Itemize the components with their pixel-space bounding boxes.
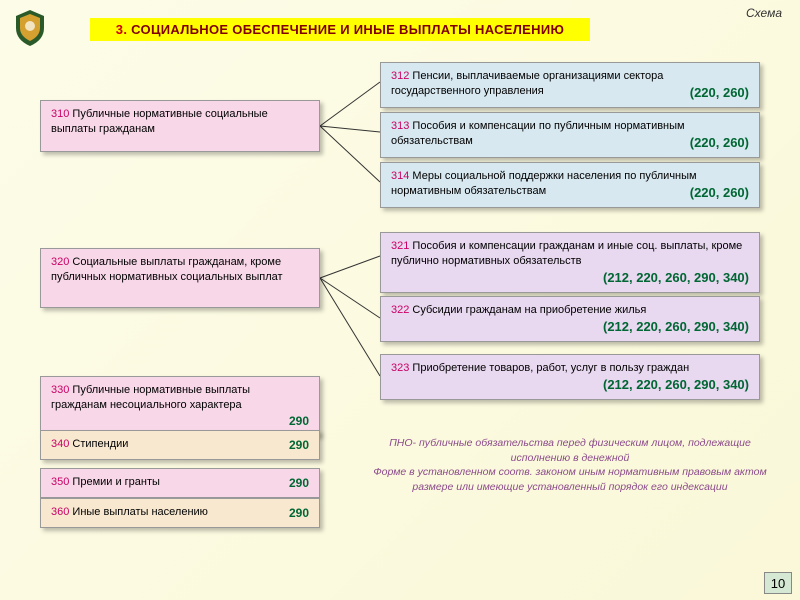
code-360: 360: [51, 506, 69, 518]
box-313: 313 Пособия и компенсации по публичным н…: [380, 112, 760, 158]
section-title: 3. СОЦИАЛЬНОЕ ОБЕСПЕЧЕНИЕ И ИНЫЕ ВЫПЛАТЫ…: [90, 18, 590, 41]
codes-330: 290: [289, 413, 309, 429]
codes-350: 290: [289, 475, 309, 491]
code-340: 340: [51, 438, 69, 450]
text-350: Премии и гранты: [72, 476, 160, 488]
codes-340: 290: [289, 437, 309, 453]
text-322: Субсидии гражданам на приобретение жилья: [412, 304, 646, 316]
title-text: СОЦИАЛЬНОЕ ОБЕСПЕЧЕНИЕ И ИНЫЕ ВЫПЛАТЫ НА…: [131, 22, 564, 37]
code-321: 321: [391, 240, 409, 252]
text-312: Пенсии, выплачиваемые организациями сект…: [391, 70, 663, 97]
box-310: 310 Публичные нормативные социальные вып…: [40, 100, 320, 152]
text-321: Пособия и компенсации гражданам и иные с…: [391, 240, 742, 267]
text-314: Меры социальной поддержки населения по п…: [391, 170, 697, 197]
box-312: 312 Пенсии, выплачиваемые организациями …: [380, 62, 760, 108]
code-330: 330: [51, 384, 69, 396]
code-323: 323: [391, 362, 409, 374]
codes-312: (220, 260): [690, 84, 749, 102]
text-360: Иные выплаты населению: [72, 506, 208, 518]
title-number: 3.: [116, 22, 127, 37]
codes-314: (220, 260): [690, 184, 749, 202]
codes-322: (212, 220, 260, 290, 340): [603, 318, 749, 336]
code-312: 312: [391, 70, 409, 82]
text-323: Приобретение товаров, работ, услуг в пол…: [412, 362, 689, 374]
text-340: Стипендии: [72, 438, 128, 450]
crest-logo: [10, 8, 50, 48]
box-360: 360 Иные выплаты населению 290: [40, 498, 320, 528]
box-322: 322 Субсидии гражданам на приобретение ж…: [380, 296, 760, 342]
code-350: 350: [51, 476, 69, 488]
box-340: 340 Стипендии 290: [40, 430, 320, 460]
box-330: 330 Публичные нормативные выплаты гражда…: [40, 376, 320, 436]
code-310: 310: [51, 108, 69, 120]
box-314: 314 Меры социальной поддержки населения …: [380, 162, 760, 208]
text-313: Пособия и компенсации по публичным норма…: [391, 120, 685, 147]
text-330: Публичные нормативные выплаты гражданам …: [51, 384, 250, 411]
codes-321: (212, 220, 260, 290, 340): [603, 269, 749, 287]
box-323: 323 Приобретение товаров, работ, услуг в…: [380, 354, 760, 400]
code-320: 320: [51, 256, 69, 268]
code-322: 322: [391, 304, 409, 316]
text-310: Публичные нормативные социальные выплаты…: [51, 108, 268, 135]
text-320: Социальные выплаты гражданам, кроме публ…: [51, 256, 283, 283]
code-314: 314: [391, 170, 409, 182]
box-320: 320 Социальные выплаты гражданам, кроме …: [40, 248, 320, 308]
box-321: 321 Пособия и компенсации гражданам и ин…: [380, 232, 760, 293]
schema-label: Схема: [746, 6, 782, 20]
codes-313: (220, 260): [690, 134, 749, 152]
codes-323: (212, 220, 260, 290, 340): [603, 376, 749, 394]
codes-360: 290: [289, 505, 309, 521]
page-number: 10: [764, 572, 792, 594]
footnote-pno: ПНО- публичные обязательства перед физич…: [370, 436, 770, 495]
code-313: 313: [391, 120, 409, 132]
box-350: 350 Премии и гранты 290: [40, 468, 320, 498]
